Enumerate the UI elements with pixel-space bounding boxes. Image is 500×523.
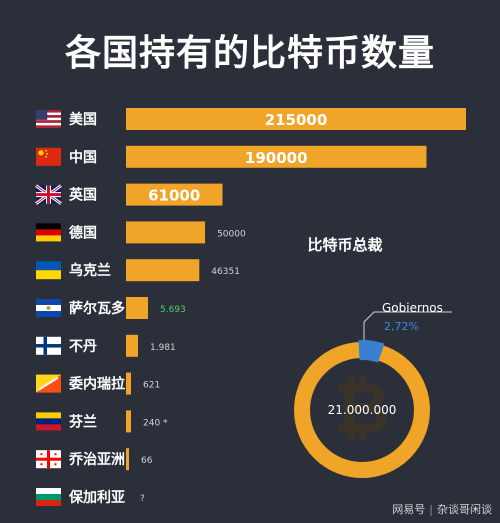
value-label: 1.981: [150, 343, 176, 353]
flag-finland-icon: [36, 336, 61, 355]
value-label: 61000: [148, 187, 200, 205]
category-label: 英国: [68, 187, 97, 204]
bar: [126, 259, 200, 282]
watermark-author: 杂谈哥闲谈: [437, 503, 492, 516]
bar-row: 德国 50000: [36, 221, 246, 244]
value-label: ?: [140, 494, 145, 504]
category-label: 委内瑞拉: [68, 376, 125, 393]
value-label: 190000: [245, 149, 308, 167]
flag-venezuela-icon: [36, 412, 61, 431]
flag-el-salvador-icon: [36, 299, 61, 317]
flag-bhutan-icon: [36, 374, 61, 393]
category-label: 保加利亚: [68, 489, 125, 506]
donut-title: 比特币总裁: [307, 236, 382, 254]
flag-germany-icon: [36, 223, 61, 242]
value-label: 50000: [217, 229, 246, 239]
category-label: 萨尔瓦多: [69, 300, 125, 317]
bar: [126, 297, 148, 319]
chart-title: 各国持有的比特币数量: [64, 33, 435, 74]
category-label: 乔治亚洲: [68, 451, 125, 468]
bar-row: 委内瑞拉 621: [36, 372, 160, 395]
value-label: 215000: [265, 111, 328, 129]
bar-row: 英国 61000: [35, 183, 223, 206]
callout-line: [363, 311, 452, 340]
bar-row: 萨尔瓦多 5.693: [36, 297, 186, 319]
value-label: 66: [141, 456, 153, 466]
callout-value: 2,72%: [384, 320, 419, 333]
category-label: 德国: [69, 224, 97, 241]
bar: [126, 221, 206, 244]
watermark-divider: |: [429, 503, 433, 516]
bar-row: 芬兰 240 *: [36, 410, 168, 433]
bar-row: 不丹 1.981: [36, 334, 176, 357]
bar-row: 保加利亚?: [36, 488, 145, 506]
value-label: 46351: [211, 267, 240, 277]
flag-ukraine-icon: [36, 261, 61, 280]
callout-label: Gobiernos: [382, 301, 443, 315]
flag-china-icon: [36, 147, 61, 166]
value-label: 621: [143, 381, 160, 391]
value-label: 240 *: [143, 418, 168, 428]
category-label: 中国: [69, 149, 97, 166]
bitcoin-icon: ₿: [333, 367, 390, 449]
watermark-source: 网易号: [392, 503, 426, 516]
bar-row: 中国 190000: [36, 145, 427, 168]
flag-bulgaria-icon: [36, 488, 61, 506]
donut-chart: 比特币总裁 ₿21.000.000 Gobiernos 2,72%: [294, 236, 452, 478]
bar: [126, 145, 427, 168]
watermark: 网易号 | 杂谈哥闲谈: [392, 501, 492, 517]
flag-uk-icon: [35, 184, 62, 205]
bar: [126, 372, 131, 395]
category-label: 不丹: [69, 339, 97, 355]
category-label: 乌克兰: [69, 262, 111, 279]
bar: [126, 334, 138, 357]
flag-usa-icon: [36, 110, 61, 128]
bar-row: 乔治亚洲 66: [36, 448, 153, 471]
value-label: 5.693: [160, 305, 186, 315]
category-label: 芬兰: [68, 413, 97, 430]
bar: [126, 183, 223, 206]
donut-total-label: 21.000.000: [328, 403, 397, 417]
bar: [126, 448, 129, 471]
flag-georgia-icon: [36, 450, 61, 469]
bar-row: 美国 215000: [36, 108, 466, 130]
bar: [126, 410, 131, 433]
bar-row: 乌克兰 46351: [36, 259, 240, 282]
donut-slice: [358, 340, 385, 363]
bar: [126, 108, 466, 130]
category-label: 美国: [69, 111, 97, 128]
